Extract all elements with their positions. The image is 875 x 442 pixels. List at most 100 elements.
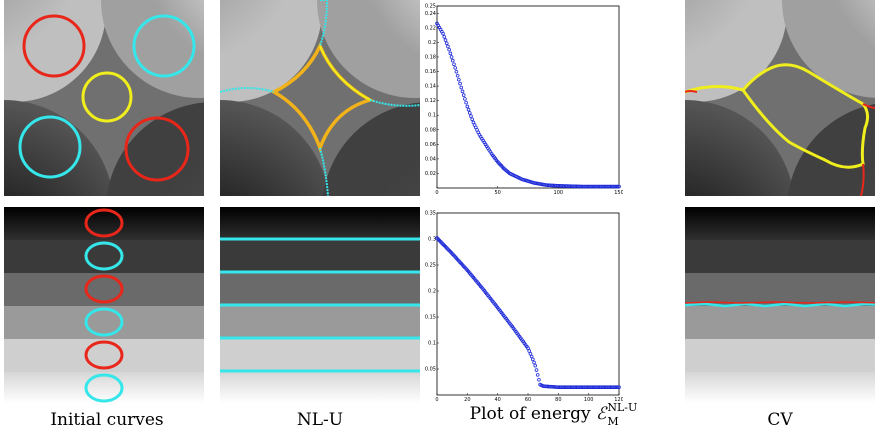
data-point [450, 58, 455, 63]
energy-symbol: ℰ [596, 404, 607, 424]
data-point [442, 35, 447, 39]
data-point [446, 44, 450, 49]
data-point [532, 360, 536, 365]
caption-nlu: NL-U [296, 410, 344, 430]
cv-contour [685, 63, 870, 169]
data-point [448, 51, 453, 56]
data-point [459, 85, 464, 90]
y-tick-label: 0.18 [425, 54, 436, 60]
caption-initial-curves: Initial curves [50, 410, 164, 430]
data-point [460, 89, 465, 94]
red-initial-curve [22, 14, 86, 78]
data-point [527, 349, 532, 353]
data-point [464, 100, 468, 105]
red-initial-curve [84, 274, 124, 304]
y-tick-label: 0.24 [425, 11, 436, 17]
cv-contour [685, 302, 875, 308]
x-tick-label: 80 [555, 397, 561, 403]
cv-result-panel-1 [685, 0, 875, 196]
y-tick-label: 0.1 [428, 341, 436, 347]
initial-curves-panel-1 [4, 0, 204, 196]
y-tick-label: 0.02 [425, 171, 436, 177]
x-tick-label: 40 [494, 397, 500, 403]
y-tick-label: 0.1 [428, 113, 436, 119]
data-point [531, 357, 535, 362]
energy-chart-2: 0 20 40 60 80 100 120 0.35 0.3 0.25 0.2 0.15 0.1 0.05 [425, 211, 624, 404]
cyan-initial-curve [18, 115, 82, 179]
caption-energy: Plot of energy ℰ NL-U M [418, 400, 688, 428]
data-point [617, 385, 621, 390]
x-tick-label: 120 [614, 397, 623, 403]
plot-frame [436, 5, 620, 189]
energy-chart-1: 0 50 100 150 0.250.24 0.22 0.2 0.18 0.16 0.14 0.12… [425, 4, 624, 197]
nlu-result-image-2 [220, 207, 420, 403]
data-point [443, 38, 448, 42]
y-tick-label: 0.3 [428, 237, 436, 243]
y-tick-label: 0.14 [425, 84, 436, 90]
data-point [452, 62, 456, 67]
data-point [458, 81, 462, 86]
data-point [617, 184, 621, 189]
x-tick-label: 150 [614, 190, 623, 196]
y-tick-label: 0.16 [425, 69, 436, 75]
energy-superscript: NL-U [607, 400, 638, 414]
y-tick-label: 0.05 [425, 367, 436, 373]
y-tick-label: 0.12 [425, 98, 436, 104]
nlu-result-panel-2 [220, 207, 420, 403]
data-point [533, 363, 538, 368]
nlu-result-image-1 [220, 0, 420, 196]
data-point [615, 385, 620, 390]
data-point [449, 55, 454, 59]
y-tick-label: 0.2 [428, 289, 436, 295]
red-initial-curve [124, 116, 190, 182]
y-tick-label: 0.25 [425, 4, 436, 10]
nlu-result-panel-1 [220, 0, 420, 196]
yellow-initial-curve [81, 71, 133, 123]
y-tick-label: 0.04 [425, 156, 436, 162]
initial-curves-panel-2 [4, 207, 204, 403]
cv-result-image-1 [685, 0, 875, 196]
data-point [469, 114, 473, 118]
nlu-boundary-cyan [220, 0, 420, 196]
initial-curves-image-2 [4, 207, 204, 403]
cyan-initial-curve [84, 307, 124, 337]
data-point [447, 47, 451, 52]
data-point [529, 354, 534, 359]
data-point [463, 97, 467, 101]
data-point [526, 346, 530, 351]
y-tick-label: 0.25 [425, 263, 436, 269]
data-point [528, 351, 533, 356]
energy-plot-2: 0 20 40 60 80 100 120 0.35 0.3 0.25 0.2 0.15 0.1 0.05 [423, 207, 624, 404]
cyan-initial-curve [84, 241, 124, 271]
data-point [461, 93, 466, 97]
red-initial-curve [84, 208, 124, 238]
y-tick-label: 0.15 [425, 315, 436, 321]
data-point [455, 73, 460, 78]
x-tick-label: 50 [494, 190, 500, 196]
x-tick-label: 0 [435, 397, 438, 403]
initial-curves-image-1 [4, 0, 204, 196]
y-tick-label: 0.08 [425, 127, 436, 133]
data-point [457, 77, 461, 82]
caption-energy-prefix: Plot of energy [469, 404, 597, 424]
data-point [467, 111, 472, 115]
plot-frame [436, 212, 620, 396]
cv-result-image-2 [685, 207, 875, 403]
cyan-initial-curve [132, 14, 196, 78]
x-tick-label: 0 [435, 190, 438, 196]
x-tick-label: 20 [464, 397, 470, 403]
data-point [454, 70, 459, 74]
data-point [535, 373, 540, 377]
y-tick-label: 0.35 [425, 211, 436, 217]
x-tick-label: 100 [554, 190, 564, 196]
x-tick-label: 100 [584, 397, 594, 403]
energy-plot-1: 0 50 100 150 0.25 0.24 0.22 0.2 0.18 0.16 0.14 0.12… [423, 0, 624, 197]
energy-subscript: M [607, 414, 619, 428]
data-point [441, 31, 445, 36]
y-tick-label: 0.22 [425, 25, 436, 31]
cyan-initial-curve [84, 373, 124, 403]
red-initial-curve [84, 340, 124, 370]
y-tick-label: 0.2 [428, 40, 436, 46]
data-point [470, 117, 474, 122]
x-tick-label: 60 [525, 397, 531, 403]
